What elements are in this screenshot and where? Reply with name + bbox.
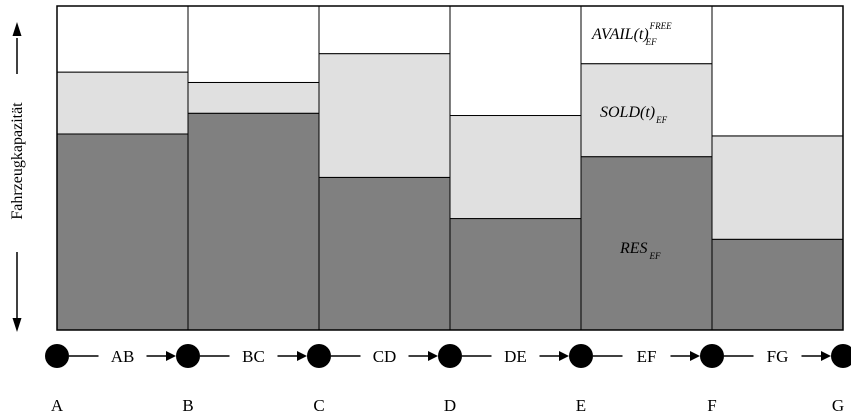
route-arrow-icon xyxy=(166,351,176,361)
bar-sold-cd xyxy=(318,53,451,178)
station-node-b xyxy=(176,344,200,368)
bar-sold-de xyxy=(449,115,582,220)
avail-annotation: AVAIL(t)FREE EF xyxy=(591,21,672,47)
bar-free-cd xyxy=(318,5,451,55)
axis-label: Fahrzeugkapazität xyxy=(9,102,26,220)
station-node-d xyxy=(438,344,462,368)
axis-arrow-up-icon xyxy=(12,22,22,36)
route-arrow-icon xyxy=(297,351,307,361)
axis-arrow-down-icon xyxy=(12,318,22,332)
bars-frame xyxy=(56,5,844,331)
route-arrow-icon xyxy=(559,351,569,361)
station-labels: A B C D E F G xyxy=(51,396,844,415)
capacity-bars xyxy=(56,5,844,331)
route-arrow-icon xyxy=(428,351,438,361)
annotations: AVAIL(t)FREE EF SOLD(t)EF RES EF xyxy=(591,21,672,261)
station-label-a: A xyxy=(51,396,64,415)
segment-label-ab: AB xyxy=(111,347,135,366)
bar-reserved-ef xyxy=(580,156,713,331)
segment-label-cd: CD xyxy=(373,347,397,366)
station-node-a xyxy=(45,344,69,368)
station-node-c xyxy=(307,344,331,368)
station-label-c: C xyxy=(313,396,324,415)
bar-reserved-de xyxy=(449,218,582,331)
bar-reserved-ab xyxy=(56,133,189,331)
bar-free-bc xyxy=(187,5,320,83)
bar-free-fg xyxy=(711,5,844,137)
segment-label-de: DE xyxy=(504,347,527,366)
station-label-d: D xyxy=(444,396,456,415)
bar-reserved-bc xyxy=(187,112,320,331)
station-nodes xyxy=(45,344,851,368)
segment-label-fg: FG xyxy=(767,347,789,366)
route-line xyxy=(69,351,831,361)
station-label-b: B xyxy=(182,396,193,415)
station-label-g: G xyxy=(832,396,844,415)
bar-free-de xyxy=(449,5,582,117)
bar-sold-ab xyxy=(56,71,189,135)
segment-labels: AB BC CD DE EF FG xyxy=(111,347,789,366)
sold-annotation: SOLD(t)EF xyxy=(600,104,668,125)
station-node-g xyxy=(831,344,851,368)
station-label-f: F xyxy=(707,396,716,415)
segment-label-ef: EF xyxy=(637,347,657,366)
bar-reserved-cd xyxy=(318,176,451,331)
route-arrow-icon xyxy=(821,351,831,361)
station-label-e: E xyxy=(576,396,586,415)
bar-reserved-fg xyxy=(711,238,844,331)
station-node-f xyxy=(700,344,724,368)
segment-label-bc: BC xyxy=(242,347,265,366)
route-arrow-icon xyxy=(690,351,700,361)
bar-free-ef xyxy=(580,5,713,65)
capacity-axis: Fahrzeugkapazität xyxy=(9,22,26,332)
bar-sold-fg xyxy=(711,135,844,240)
bar-free-ab xyxy=(56,5,189,73)
station-node-e xyxy=(569,344,593,368)
res-annotation: RES EF xyxy=(619,240,661,261)
bar-sold-bc xyxy=(187,81,320,114)
